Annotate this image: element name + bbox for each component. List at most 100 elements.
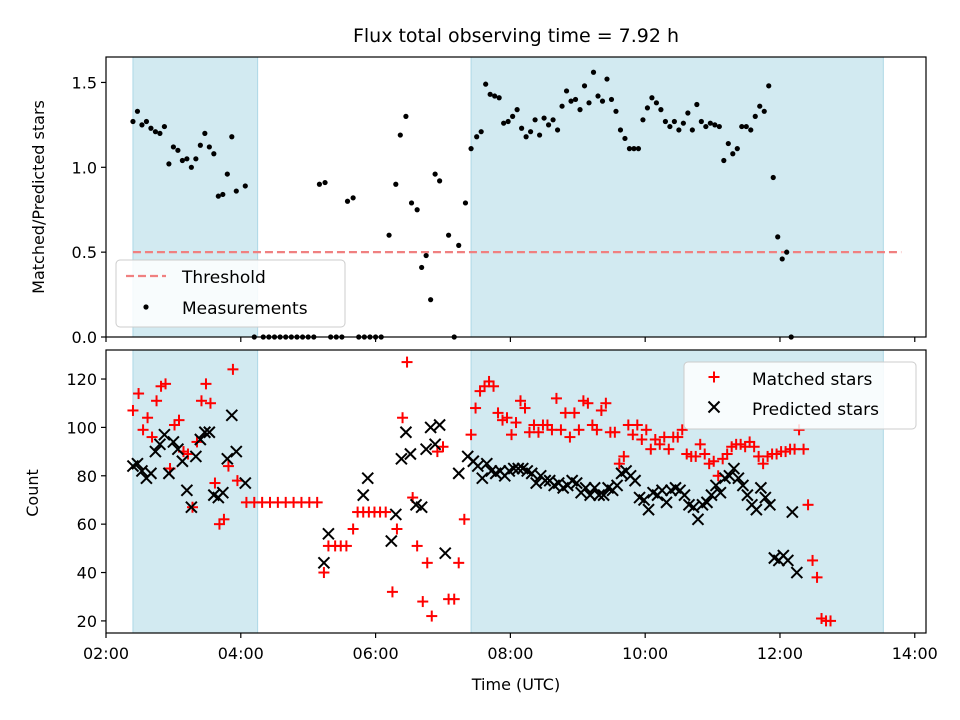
matched-point [391, 523, 403, 535]
matched-legend-marker [708, 371, 720, 383]
measurement-point [215, 193, 221, 199]
matched-point [636, 433, 648, 445]
matched-point [222, 460, 234, 472]
measurement-point [712, 122, 718, 128]
matched-point [663, 443, 675, 455]
matched-point [318, 567, 330, 579]
matched-point [448, 593, 460, 605]
measurement-point [739, 123, 745, 130]
chart-title: Flux total observing time = 7.92 h [353, 25, 679, 47]
matched-point [492, 407, 504, 419]
measurement-point [514, 107, 520, 113]
y-tick-label: 60 [77, 515, 97, 534]
predicted-point [763, 498, 777, 512]
predicted-point [583, 488, 597, 502]
predicted-point [736, 479, 750, 492]
predicted-point [439, 546, 452, 560]
predicted-point [759, 491, 772, 504]
measurement-point [220, 191, 226, 198]
predicted-point [419, 442, 433, 456]
y-tick-label: 0.5 [72, 243, 97, 262]
matched-point [591, 424, 603, 436]
counts-layer [126, 356, 837, 627]
predicted-point [389, 508, 403, 521]
matched-point [417, 596, 429, 608]
measurement-point [419, 264, 425, 271]
predicted-point [786, 505, 799, 519]
measurement-point [130, 118, 136, 125]
matched-point [488, 380, 500, 392]
measurement-point [193, 156, 199, 162]
x-tick-label: 04:00 [218, 644, 264, 663]
measurement-point [613, 108, 619, 114]
predicted-point [176, 455, 189, 468]
matched-point [672, 431, 684, 443]
matched-point [204, 397, 216, 409]
matched-point [151, 395, 163, 407]
predicted-point [476, 471, 489, 485]
measurement-point [143, 118, 150, 125]
bottom-y-ticks: 20 40 60 80 100 120 [66, 370, 106, 631]
measurement-point [653, 100, 660, 106]
measurement-point [604, 76, 610, 82]
predicted-point [185, 501, 198, 514]
matched-point [127, 404, 139, 416]
y-tick-label: 100 [66, 418, 97, 437]
measurement-point [590, 69, 597, 75]
predicted-point [153, 438, 167, 451]
measurement-point [423, 252, 429, 259]
measurement-point [640, 117, 646, 123]
measurement-point [703, 123, 709, 130]
measurement-point [157, 130, 163, 136]
measurement-point [184, 156, 190, 162]
matched-point [142, 412, 154, 424]
measurement-point [568, 98, 574, 104]
predicted-point [642, 503, 655, 516]
x-tick-label: 12:00 [757, 644, 803, 663]
predicted-point [171, 442, 185, 456]
matched-point [609, 426, 621, 438]
measurement-point [468, 146, 474, 152]
matched-point [582, 397, 594, 409]
measurement-point [757, 103, 763, 109]
predicted-point [597, 488, 610, 502]
measurement-point [483, 81, 489, 87]
matched-point [627, 429, 639, 441]
measurement-point [617, 127, 624, 133]
measurement-point [608, 96, 615, 103]
predicted-point [317, 556, 331, 570]
measurement-point [474, 134, 480, 140]
measurement-point [478, 129, 484, 135]
matched-point [694, 438, 706, 450]
matched-point [160, 378, 172, 390]
predicted-point [239, 476, 252, 490]
measurement-point [175, 147, 181, 153]
predicted-point [385, 534, 398, 548]
matched-point [146, 431, 158, 443]
matched-point [401, 356, 413, 368]
matched-point [470, 402, 482, 414]
predicted-point [538, 474, 552, 487]
predicted-point [162, 467, 176, 480]
measurement-point [748, 127, 754, 133]
y-tick-label: 80 [77, 467, 97, 486]
predicted-point [399, 426, 413, 439]
measurement-point [716, 123, 722, 130]
measurement-point [456, 242, 462, 248]
measurement-point [586, 100, 592, 106]
predicted-point [655, 484, 669, 497]
predicted-point [678, 488, 691, 502]
y-tick-label: 1.5 [72, 73, 97, 92]
measurement-point [408, 200, 415, 206]
measurement-point [550, 117, 556, 123]
top-legend: Threshold Measurements [115, 259, 346, 328]
matched-point [757, 458, 769, 470]
measurement-point [322, 179, 328, 186]
matched-point [386, 586, 398, 598]
measurement-point [761, 108, 767, 114]
measurement-point [676, 127, 682, 133]
matched-point [133, 388, 145, 400]
predicted-point [221, 452, 234, 466]
matched-point [600, 397, 612, 409]
matched-point [825, 615, 837, 627]
